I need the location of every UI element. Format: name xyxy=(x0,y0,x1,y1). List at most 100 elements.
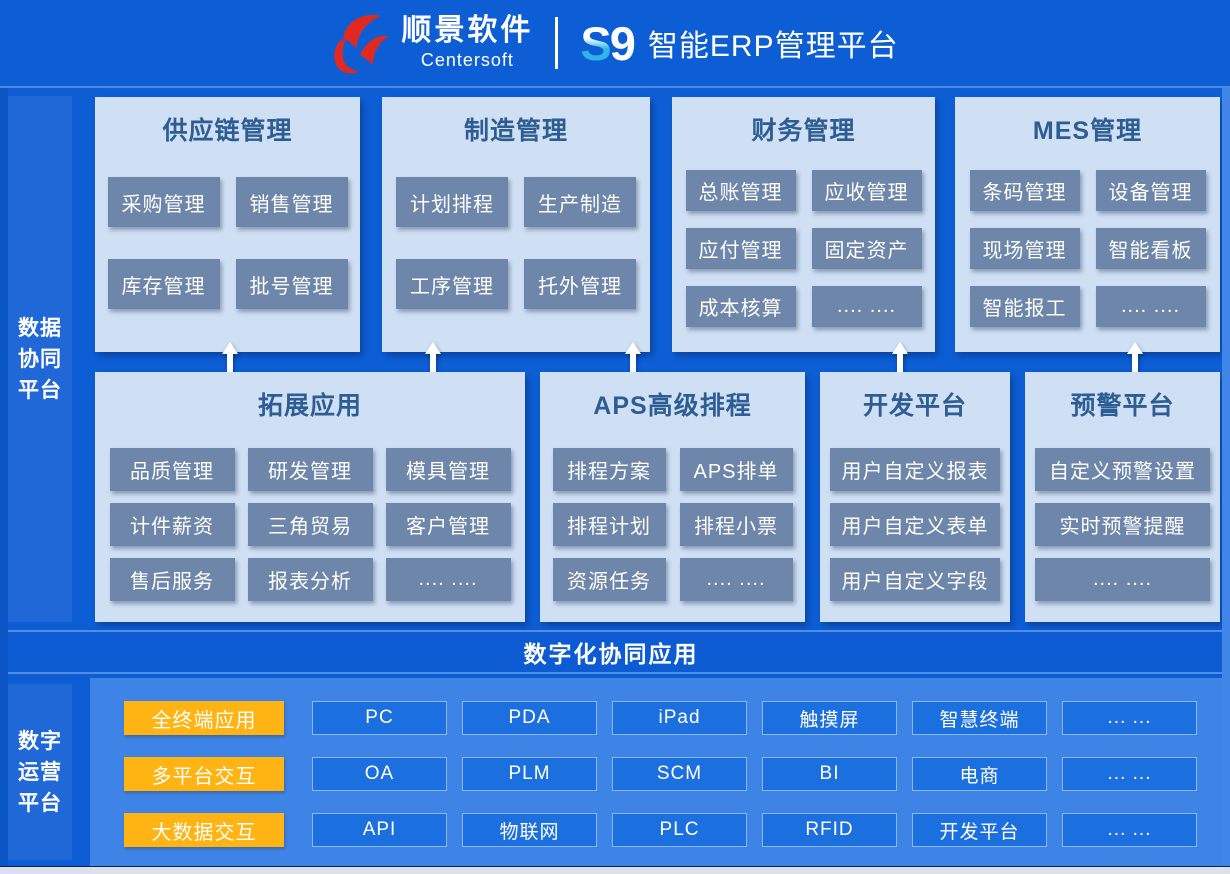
sidebar-label-text: 数字运营平台 xyxy=(18,729,62,815)
module-chip: 研发管理 xyxy=(247,448,373,491)
card-title: 拓展应用 xyxy=(257,392,362,420)
module-chip: 客户管理 xyxy=(385,503,511,546)
data-item: 物联网 xyxy=(462,813,597,847)
module-chip-more: .... .... xyxy=(385,558,511,601)
module-chip: 托外管理 xyxy=(524,259,636,309)
module-chip-more: .... .... xyxy=(1095,286,1206,327)
module-chip: 条码管理 xyxy=(969,170,1080,211)
module-chip: 成本核算 xyxy=(685,286,796,327)
big-data-row: 大数据交互 API 物联网 PLC RFID 开发平台 ... ... xyxy=(124,813,1212,847)
brand-name-cn: 顺景软件 xyxy=(401,14,534,48)
card-title: MES管理 xyxy=(1032,117,1143,145)
data-item-more: ... ... xyxy=(1062,813,1197,847)
early-warning-platform-card: 预警平台 自定义预警设置 实时预警提醒 .... .... xyxy=(1025,372,1220,622)
module-chip: 用户自定义报表 xyxy=(830,448,1000,491)
sidebar-label-text: 数据协同平台 xyxy=(18,316,62,402)
module-chip-more: .... .... xyxy=(1035,558,1210,601)
module-chip: 智能看板 xyxy=(1095,228,1206,269)
platform-item: PLM xyxy=(462,757,597,791)
data-item: PLC xyxy=(612,813,747,847)
module-chip: 计划排程 xyxy=(396,177,508,227)
mes-management-card: MES管理 条码管理 设备管理 现场管理 智能看板 智能报工 .... .... xyxy=(955,97,1220,352)
s9-logo-9: 9 xyxy=(609,16,636,70)
module-grid: 排程方案 APS排单 排程计划 排程小票 资源任务 .... .... xyxy=(540,448,805,601)
card-title: 开发平台 xyxy=(862,392,967,420)
module-chip: 三角贸易 xyxy=(247,503,373,546)
supply-chain-management-card: 供应链管理 采购管理 销售管理 库存管理 批号管理 xyxy=(95,97,360,352)
module-chip: 生产制造 xyxy=(524,177,636,227)
module-chip: 排程方案 xyxy=(552,448,666,491)
data-item: 开发平台 xyxy=(912,813,1047,847)
row-label-multi-platform: 多平台交互 xyxy=(124,757,284,791)
right-edge-strip xyxy=(1222,88,1230,866)
module-chip: 报表分析 xyxy=(247,558,373,601)
card-title: 财务管理 xyxy=(751,117,856,145)
module-chip: 设备管理 xyxy=(1095,170,1206,211)
module-chip: 智能报工 xyxy=(969,286,1080,327)
module-chip: 模具管理 xyxy=(385,448,511,491)
module-chip: 资源任务 xyxy=(552,558,666,601)
module-chip-more: .... .... xyxy=(811,286,922,327)
module-chip: 品质管理 xyxy=(109,448,235,491)
extended-applications-card: 拓展应用 品质管理 研发管理 模具管理 计件薪资 三角贸易 客户管理 售后服务 … xyxy=(95,372,525,622)
module-grid: 用户自定义报表 用户自定义表单 用户自定义字段 xyxy=(820,448,1010,601)
module-chip: 采购管理 xyxy=(107,177,220,227)
terminal-item: 触摸屏 xyxy=(762,701,897,735)
module-chip: 销售管理 xyxy=(235,177,348,227)
digital-operation-panel: 全终端应用 PC PDA iPad 触摸屏 智慧终端 ... ... 多平台交互… xyxy=(90,678,1222,866)
platform-item: OA xyxy=(312,757,447,791)
module-chip: 实时预警提醒 xyxy=(1035,503,1210,546)
terminal-applications-row: 全终端应用 PC PDA iPad 触摸屏 智慧终端 ... ... xyxy=(124,701,1212,735)
development-platform-card: 开发平台 用户自定义报表 用户自定义表单 用户自定义字段 xyxy=(820,372,1010,622)
finance-management-card: 财务管理 总账管理 应收管理 应付管理 固定资产 成本核算 .... .... xyxy=(672,97,935,352)
multi-platform-row: 多平台交互 OA PLM SCM BI 电商 ... ... xyxy=(124,757,1212,791)
row-label-big-data: 大数据交互 xyxy=(124,813,284,847)
s9-logo-s: S xyxy=(580,16,611,70)
module-chip: 用户自定义字段 xyxy=(830,558,1000,601)
module-chip: 库存管理 xyxy=(107,259,220,309)
bottom-edge-strip xyxy=(0,866,1230,874)
card-title: APS高级排程 xyxy=(593,392,752,420)
module-grid: 条码管理 设备管理 现场管理 智能看板 智能报工 .... .... xyxy=(955,170,1220,327)
platform-item: 电商 xyxy=(912,757,1047,791)
aps-advanced-scheduling-card: APS高级排程 排程方案 APS排单 排程计划 排程小票 资源任务 .... .… xyxy=(540,372,805,622)
module-grid: 采购管理 销售管理 库存管理 批号管理 xyxy=(95,177,360,309)
data-item: RFID xyxy=(762,813,897,847)
module-chip-more: .... .... xyxy=(679,558,793,601)
brand-name-en: Centersoft xyxy=(420,49,514,70)
module-chip: 用户自定义表单 xyxy=(830,503,1000,546)
band-title: 数字化协同应用 xyxy=(523,641,699,667)
terminal-item: PC xyxy=(312,701,447,735)
brand-text: 顺景软件 Centersoft xyxy=(401,15,533,71)
s9-logo: S9 xyxy=(580,16,636,70)
module-chip: 应付管理 xyxy=(685,228,796,269)
digital-collaboration-band: 数字化协同应用 xyxy=(0,630,1222,674)
row-label-all-terminal: 全终端应用 xyxy=(124,701,284,735)
module-chip: 售后服务 xyxy=(109,558,235,601)
data-item: API xyxy=(312,813,447,847)
card-title: 供应链管理 xyxy=(162,117,293,145)
module-grid: 总账管理 应收管理 应付管理 固定资产 成本核算 .... .... xyxy=(672,170,935,327)
module-chip: 排程计划 xyxy=(552,503,666,546)
terminal-item: 智慧终端 xyxy=(912,701,1047,735)
module-chip: 计件薪资 xyxy=(109,503,235,546)
terminal-item: PDA xyxy=(462,701,597,735)
centersoft-logo-icon xyxy=(334,15,390,74)
module-chip: 排程小票 xyxy=(679,503,793,546)
module-grid: 自定义预警设置 实时预警提醒 .... .... xyxy=(1025,448,1220,601)
platform-item: SCM xyxy=(612,757,747,791)
left-edge-strip xyxy=(0,88,8,874)
module-chip: 应收管理 xyxy=(811,170,922,211)
platform-title: 智能ERP管理平台 xyxy=(647,30,899,63)
module-chip: APS排单 xyxy=(679,448,793,491)
logo-divider xyxy=(555,17,559,69)
terminal-item: iPad xyxy=(612,701,747,735)
platform-item-more: ... ... xyxy=(1062,757,1197,791)
sidebar-label-digital-operation-platform: 数字运营平台 xyxy=(8,684,72,860)
module-chip: 自定义预警设置 xyxy=(1035,448,1210,491)
manufacturing-management-card: 制造管理 计划排程 生产制造 工序管理 托外管理 xyxy=(382,97,650,352)
platform-item: BI xyxy=(762,757,897,791)
module-chip: 批号管理 xyxy=(235,259,348,309)
module-grid: 计划排程 生产制造 工序管理 托外管理 xyxy=(382,177,650,309)
